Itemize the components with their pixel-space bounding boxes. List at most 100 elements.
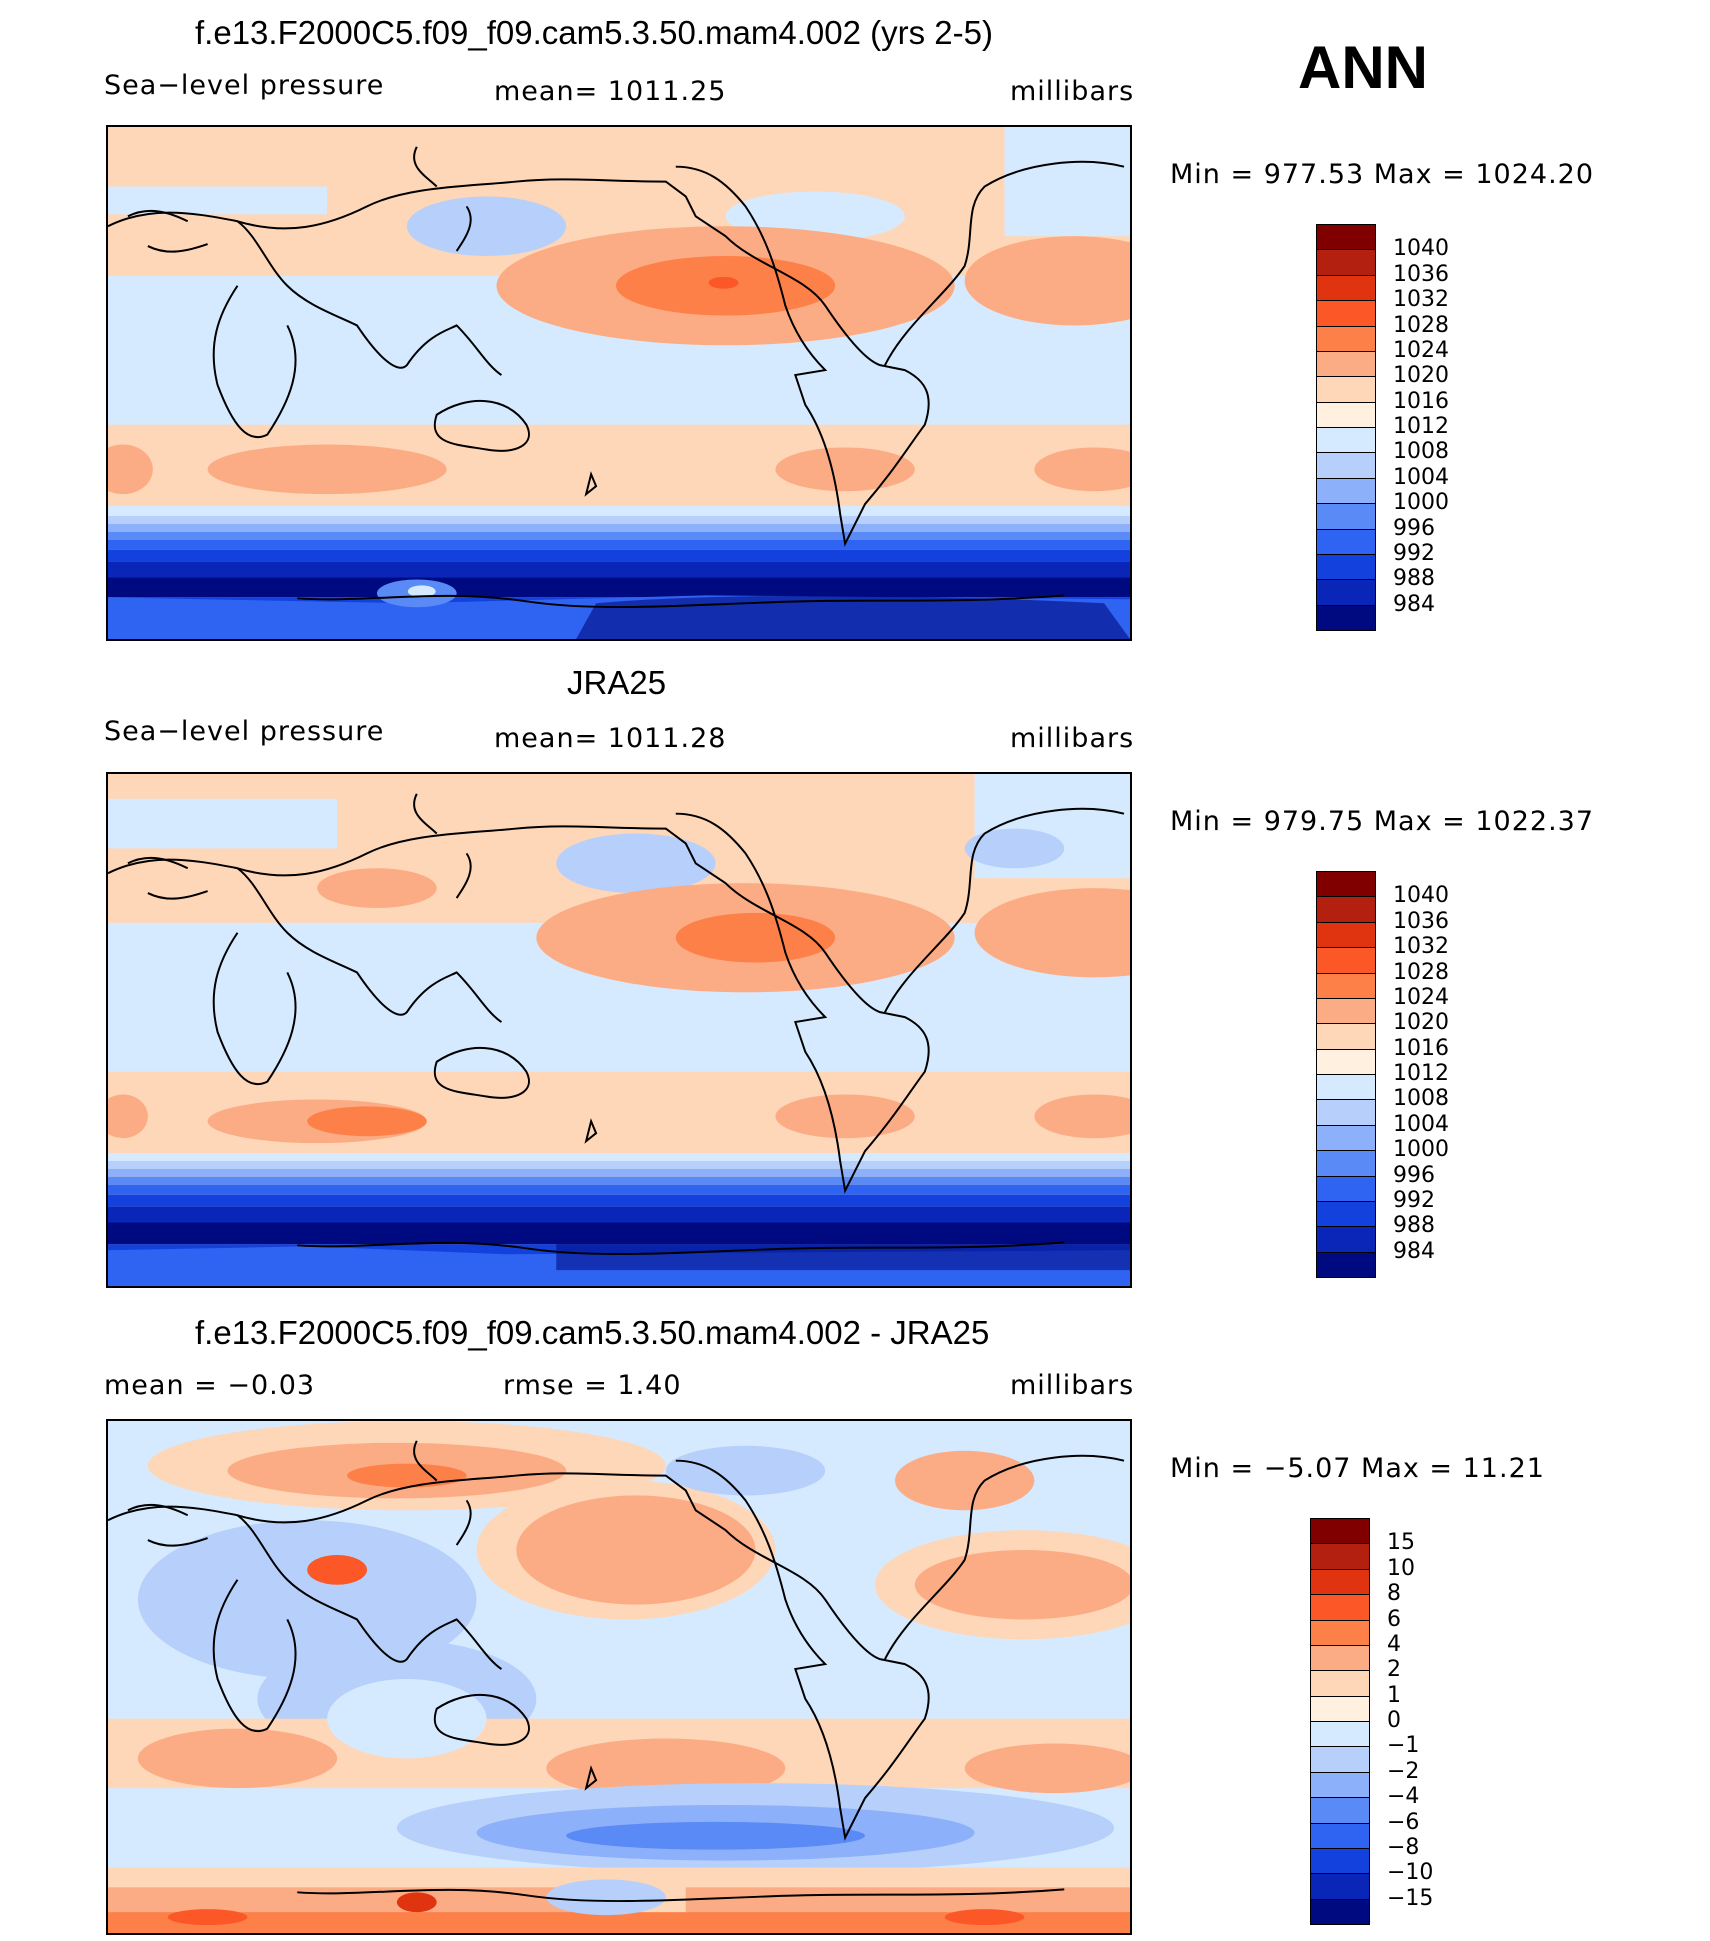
colorbar-tick-label: 988	[1393, 566, 1435, 592]
colorbar-tick-label: 8	[1387, 1581, 1401, 1607]
colorbar-swatch	[1316, 1175, 1376, 1202]
colorbar-tick-label: 1028	[1393, 312, 1449, 338]
colorbar-tick-label: 984	[1393, 591, 1435, 617]
colorbar-swatch	[1316, 376, 1376, 403]
colorbar-swatch	[1310, 1746, 1370, 1773]
colorbar-swatch	[1316, 1251, 1376, 1278]
panel3-minmax: Min = −5.07 Max = 11.21	[1170, 1453, 1545, 1484]
colorbar-tick-label: 992	[1393, 540, 1435, 566]
colorbar-tick-label: 1004	[1393, 1111, 1449, 1137]
colorbar-tick-label: 1012	[1393, 414, 1449, 439]
panel3-mean-label: mean = −0.03	[104, 1370, 316, 1401]
panel2-title: JRA25	[567, 664, 667, 701]
colorbar-tick-label: 1008	[1393, 439, 1449, 465]
colorbar-swatch	[1316, 452, 1376, 479]
colorbar-swatch	[1310, 1518, 1370, 1545]
panel1-map	[106, 125, 1132, 641]
colorbar-swatch	[1316, 427, 1376, 454]
colorbar-tick-label: 1036	[1393, 908, 1449, 934]
colorbar-tick-label: 1020	[1393, 363, 1449, 389]
colorbar-swatch	[1316, 401, 1376, 428]
panel2-minmax: Min = 979.75 Max = 1022.37	[1170, 806, 1595, 837]
colorbar-tick-label: 1020	[1393, 1010, 1449, 1036]
colorbar-swatch	[1310, 1873, 1370, 1900]
colorbar-swatch	[1316, 1074, 1376, 1101]
panel1-minmax: Min = 977.53 Max = 1024.20	[1170, 159, 1595, 190]
colorbar-swatch	[1316, 224, 1376, 251]
colorbar-tick-label: 1032	[1393, 287, 1449, 313]
colorbar-tick-label: 1	[1387, 1682, 1401, 1708]
colorbar-tick-label: 2	[1387, 1657, 1401, 1683]
panel2-map	[106, 772, 1132, 1288]
colorbar-swatch	[1316, 503, 1376, 530]
colorbar-swatch	[1316, 972, 1376, 999]
season-label: ANN	[1298, 34, 1428, 101]
colorbar-swatch	[1316, 1150, 1376, 1177]
colorbar-tick-label: −15	[1387, 1885, 1434, 1911]
colorbar-swatch	[1316, 477, 1376, 505]
colorbar-swatch	[1310, 1695, 1370, 1722]
panel1-mean-label: mean= 1011.25	[494, 76, 727, 107]
colorbar-swatch	[1316, 871, 1376, 898]
colorbar-swatch	[1316, 1226, 1376, 1253]
colorbar-tick-label: −4	[1387, 1784, 1420, 1810]
colorbar-swatch	[1316, 553, 1376, 581]
colorbar-tick-label: 984	[1393, 1238, 1435, 1264]
colorbar-tick-label: 1024	[1393, 984, 1449, 1010]
colorbar-swatch	[1310, 1594, 1370, 1621]
panel2-mean-label: mean= 1011.28	[494, 723, 727, 754]
panel1-variable-label: Sea−level pressure	[104, 70, 385, 101]
colorbar-tick-label: −10	[1387, 1860, 1434, 1886]
colorbar-tick-label: 1016	[1393, 388, 1449, 414]
panel3-units-label: millibars	[1010, 1370, 1135, 1401]
colorbar-tick-label: −8	[1387, 1834, 1420, 1860]
colorbar-swatch	[1316, 1023, 1376, 1050]
colorbar-swatch	[1316, 579, 1376, 606]
colorbar-tick-label: 4	[1387, 1631, 1401, 1657]
colorbar-tick-label: 1024	[1393, 337, 1449, 363]
colorbar-swatch	[1316, 1099, 1376, 1126]
panel2-variable-label: Sea−level pressure	[104, 716, 385, 747]
panel2-colorbar: 1040 1036 1032 1028 1024 1020 1016 1012 1008 1004…	[1316, 871, 1449, 1278]
colorbar-tick-label: 1012	[1393, 1061, 1449, 1086]
colorbar-swatch	[1316, 947, 1376, 974]
colorbar-swatch	[1316, 249, 1376, 276]
colorbar-tick-label: 15	[1387, 1530, 1415, 1556]
colorbar-tick-label: 6	[1387, 1606, 1401, 1632]
colorbar-swatch	[1310, 1797, 1370, 1824]
colorbar-tick-label: 992	[1393, 1187, 1435, 1213]
colorbar-swatch	[1316, 528, 1376, 555]
colorbar-tick-label: 1028	[1393, 959, 1449, 985]
colorbar-swatch	[1310, 1543, 1370, 1570]
panel3-title: f.e13.F2000C5.f09_f09.cam5.3.50.mam4.002…	[195, 1314, 990, 1351]
colorbar-tick-label: 0	[1387, 1708, 1401, 1733]
panel3-map-field	[108, 1421, 1130, 1933]
panel3-map	[106, 1419, 1132, 1935]
colorbar-tick-label: 996	[1393, 1162, 1435, 1188]
panel3-rmse-label: rmse = 1.40	[503, 1370, 682, 1401]
colorbar-swatch	[1316, 300, 1376, 327]
colorbar-swatch	[1316, 350, 1376, 378]
colorbar-tick-label: 996	[1393, 515, 1435, 541]
colorbar-swatch	[1310, 1822, 1370, 1849]
panel1-units-label: millibars	[1010, 76, 1135, 107]
colorbar-swatch	[1310, 1568, 1370, 1596]
colorbar-swatch	[1310, 1721, 1370, 1748]
colorbar-swatch	[1310, 1644, 1370, 1672]
colorbar-swatch	[1310, 1619, 1370, 1646]
colorbar-swatch	[1316, 921, 1376, 949]
colorbar-swatch	[1316, 1200, 1376, 1228]
panel2-map-field	[108, 774, 1130, 1286]
colorbar-swatch	[1310, 1670, 1370, 1697]
colorbar-tick-label: −1	[1387, 1733, 1420, 1759]
panel1-colorbar: 1040 1036 1032 1028 1024 1020 1016 1012 1008 1004…	[1316, 224, 1449, 631]
colorbar-tick-label: 1016	[1393, 1035, 1449, 1061]
colorbar-swatch	[1316, 325, 1376, 352]
colorbar-tick-label: 10	[1387, 1555, 1415, 1581]
colorbar-swatch	[1316, 274, 1376, 302]
colorbar-tick-label: −2	[1387, 1758, 1420, 1784]
colorbar-tick-label: 1032	[1393, 934, 1449, 960]
panel2-units-label: millibars	[1010, 723, 1135, 754]
panel3-colorbar: 15 10 8 6 4 2 1 0 −1 −2 −4 −6 −8 −10 −15	[1310, 1518, 1450, 1925]
colorbar-tick-label: 1000	[1393, 490, 1449, 516]
